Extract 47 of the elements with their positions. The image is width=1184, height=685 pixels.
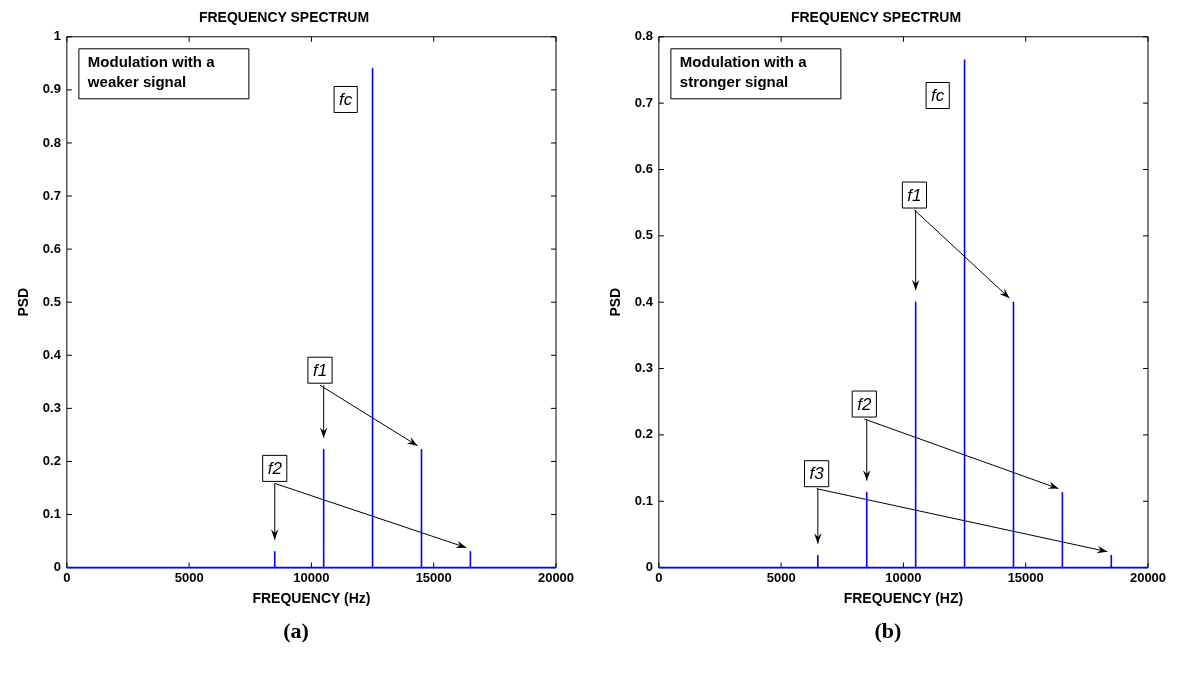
chart-title: FREQUENCY SPECTRUM [790, 9, 962, 26]
annotation: f2 [857, 394, 872, 414]
y-axis-title: PSD [607, 287, 624, 317]
annotation: f1 [907, 185, 922, 205]
x-tick-label: 20000 [1129, 569, 1167, 585]
x-tick-label: 5000 [174, 569, 204, 585]
y-tick-label: 1 [53, 28, 61, 44]
y-tick-label: 0.4 [42, 346, 62, 362]
y-tick-label: 0.5 [42, 293, 61, 309]
y-tick-label: 0.9 [42, 81, 61, 97]
y-tick-label: 0.3 [634, 360, 653, 376]
text: (a) [283, 618, 309, 644]
y-tick-label: 0.5 [634, 227, 653, 243]
y-tick-label: 0.6 [634, 161, 653, 177]
y-tick-label: 0.8 [42, 134, 61, 150]
annotation: Modulation with a weaker signal [86, 53, 216, 91]
y-axis-title: PSD [15, 287, 32, 317]
annotation: f1 [312, 360, 328, 380]
annotation: Modulation with a stronger signal [679, 53, 808, 91]
y-tick-label: 0 [645, 559, 653, 575]
x-tick-label: 10000 [885, 569, 922, 585]
y-tick-label: 0.1 [42, 506, 61, 522]
text: (b) [874, 618, 902, 644]
x-axis-title: FREQUENCY (Hz) [252, 590, 371, 607]
y-tick-label: 0.4 [634, 293, 654, 309]
x-tick-label: 20000 [537, 569, 575, 585]
annotation: fc [931, 86, 945, 106]
y-tick-label: 0.6 [42, 240, 61, 256]
y-tick-label: 0 [53, 559, 61, 575]
y-tick-label: 0.2 [42, 453, 61, 469]
y-tick-label: 0.2 [634, 426, 653, 442]
y-tick-label: 0.3 [42, 399, 61, 415]
y-tick-label: 0.7 [42, 187, 61, 203]
x-tick-label: 0 [655, 569, 663, 585]
x-tick-label: 5000 [766, 569, 796, 585]
x-tick-label: 15000 [1007, 569, 1044, 585]
x-tick-label: 0 [63, 569, 71, 585]
x-axis-title: FREQUENCY (HZ) [843, 590, 964, 607]
annotation: fc [339, 90, 353, 110]
y-tick-label: 0.1 [634, 492, 653, 508]
chart-title: FREQUENCY SPECTRUM [198, 9, 370, 26]
x-tick-label: 15000 [415, 569, 452, 585]
y-tick-label: 0.8 [634, 28, 653, 44]
x-tick-label: 10000 [293, 569, 330, 585]
annotation: f3 [809, 464, 825, 484]
annotation: f2 [267, 459, 283, 479]
y-tick-label: 0.7 [634, 94, 653, 110]
